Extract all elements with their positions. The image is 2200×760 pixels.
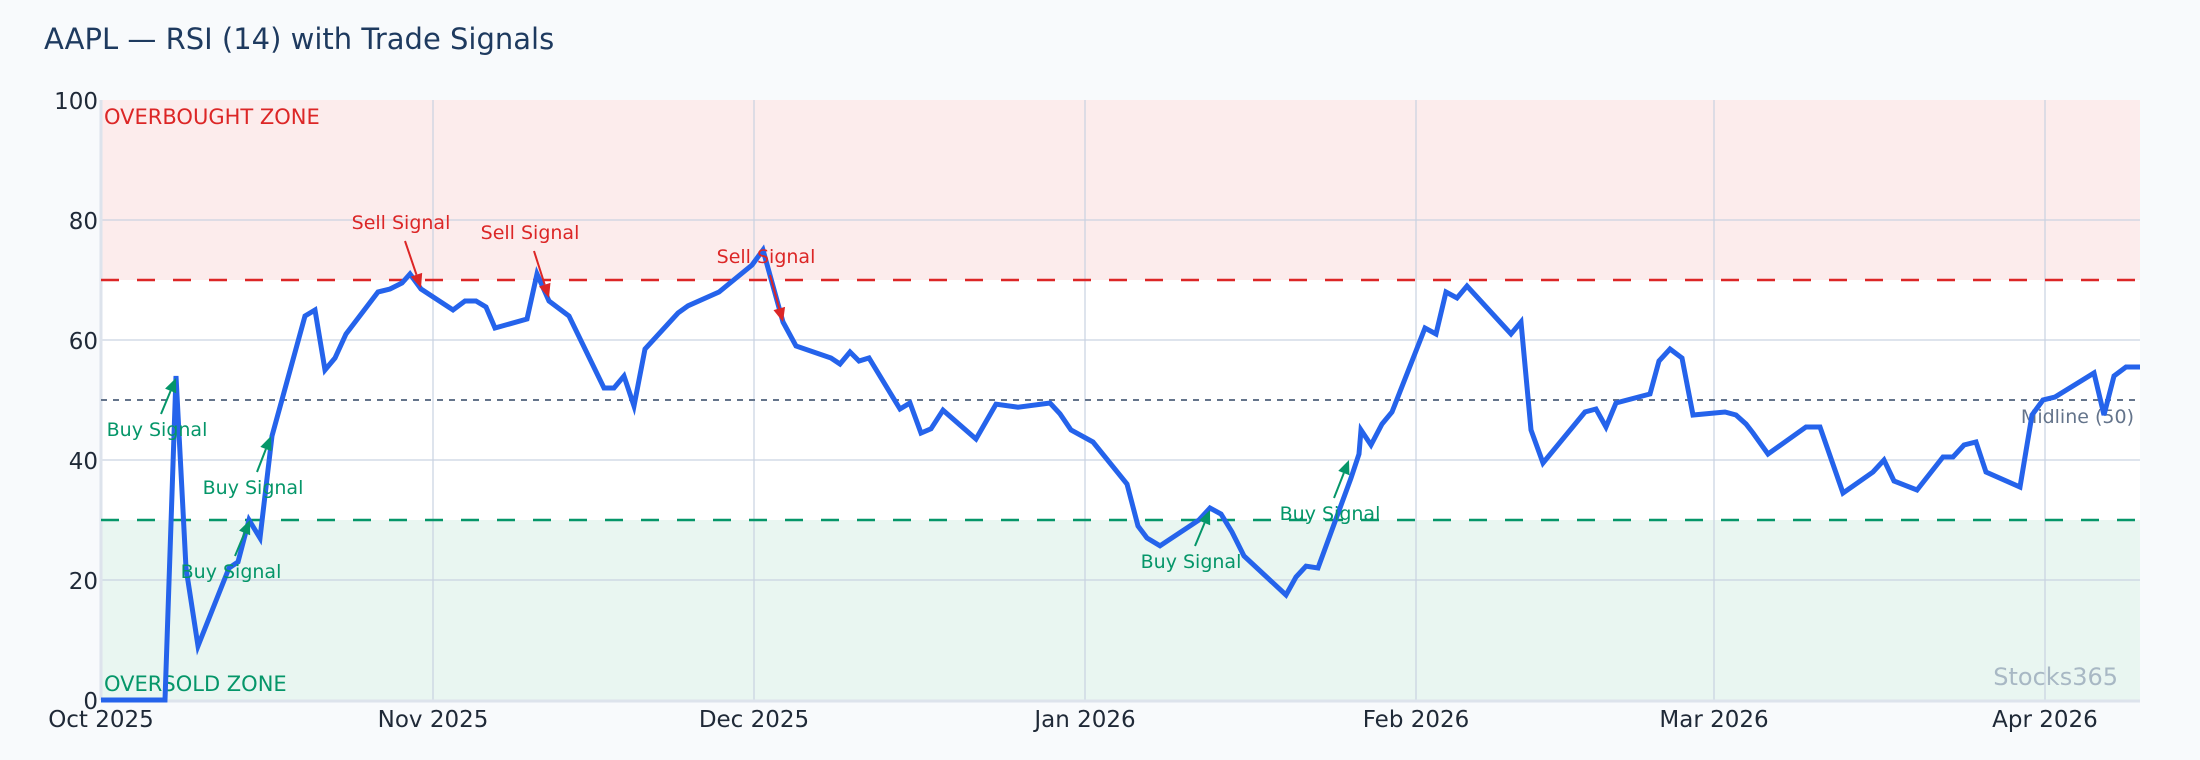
- y-tick-label: 0: [83, 689, 98, 715]
- y-tick-label: 100: [54, 89, 98, 115]
- buy-signal-annotation: Buy Signal: [203, 436, 304, 499]
- x-tick-label: Apr 2026: [1992, 707, 2098, 733]
- sell-signal-annotation: Sell Signal: [352, 212, 451, 288]
- x-tick-label: Feb 2026: [1363, 707, 1470, 733]
- x-tick-label: Jan 2026: [1032, 707, 1135, 733]
- signal-label: Buy Signal: [1280, 503, 1381, 525]
- arrow-icon: [533, 250, 546, 285]
- watermark: Stocks365: [1993, 663, 2118, 691]
- signal-label: Sell Signal: [352, 212, 451, 234]
- arrow-icon: [234, 532, 246, 557]
- arrow-icon: [1194, 522, 1206, 547]
- arrowhead-icon: [1199, 510, 1211, 526]
- arrowhead-icon: [410, 272, 423, 288]
- rsi-line: [101, 244, 2140, 703]
- arrowhead-icon: [539, 282, 551, 298]
- buy-signal-annotation: Buy Signal: [107, 378, 208, 441]
- signal-label: Sell Signal: [481, 222, 580, 244]
- buy-signal-annotation: Buy Signal: [181, 520, 282, 583]
- oversold-zone: [101, 520, 2140, 700]
- y-tick-label: 80: [69, 209, 98, 235]
- oversold-zone-label: OVERSOLD ZONE: [104, 672, 287, 696]
- arrow-icon: [769, 274, 781, 309]
- y-tick-label: 60: [69, 329, 98, 355]
- signal-label: Sell Signal: [717, 246, 816, 268]
- buy-signal-annotation: Buy Signal: [1280, 460, 1381, 525]
- zone-backgrounds: [101, 100, 2140, 700]
- chart-title: AAPL — RSI (14) with Trade Signals: [44, 22, 555, 56]
- arrowhead-icon: [260, 436, 272, 452]
- overbought-zone-label: OVERBOUGHT ZONE: [104, 105, 320, 129]
- y-axis: 0 20 40 60 80 100: [54, 89, 98, 715]
- arrowhead-icon: [773, 306, 786, 322]
- arrow-icon: [160, 390, 172, 415]
- x-tick-label: Mar 2026: [1659, 707, 1768, 733]
- signal-label: Buy Signal: [203, 477, 304, 499]
- sell-signal-annotation: Sell Signal: [481, 222, 580, 298]
- x-tick-label: Dec 2025: [699, 707, 809, 733]
- x-axis: Oct 2025 Nov 2025 Dec 2025 Jan 2026 Feb 2026…: [48, 707, 2098, 733]
- arrow-icon: [404, 240, 418, 276]
- arrowhead-icon: [239, 520, 251, 536]
- signal-label: Buy Signal: [181, 561, 282, 583]
- x-tick-label: Oct 2025: [48, 707, 154, 733]
- arrow-icon: [256, 448, 267, 473]
- signal-annotations: Buy Signal Buy Signal Buy Signal Sell Signa…: [107, 212, 1381, 583]
- buy-signal-annotation: Buy Signal: [1141, 510, 1242, 573]
- overbought-zone: [101, 100, 2140, 280]
- signal-label: Buy Signal: [1141, 551, 1242, 573]
- arrowhead-icon: [165, 378, 177, 394]
- arrow-icon: [1333, 472, 1345, 499]
- y-tick-label: 20: [69, 569, 98, 595]
- arrowhead-icon: [1338, 460, 1350, 476]
- signal-label: Buy Signal: [107, 419, 208, 441]
- reference-lines: [101, 278, 2140, 522]
- y-tick-label: 40: [69, 449, 98, 475]
- x-tick-label: Nov 2025: [378, 707, 489, 733]
- sell-signal-annotation: Sell Signal: [717, 246, 816, 322]
